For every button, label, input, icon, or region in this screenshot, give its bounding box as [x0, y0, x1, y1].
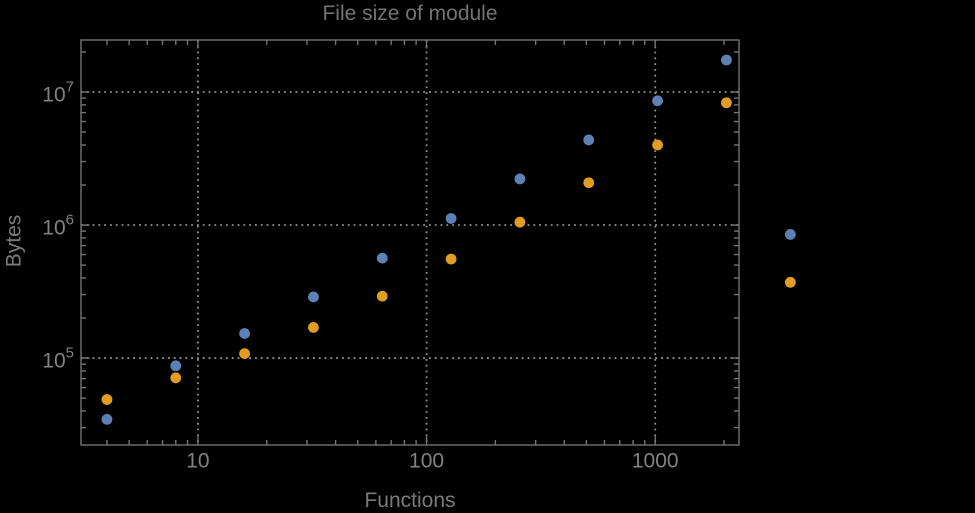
- blue-series-point: [239, 328, 251, 339]
- x-tick-label: 100: [409, 450, 444, 473]
- chart-title: File size of module: [322, 2, 498, 25]
- blue-series-point: [445, 213, 457, 224]
- plot-frame: [80, 39, 740, 446]
- blue-series-point: [101, 413, 113, 425]
- orange-series-point: [721, 97, 732, 109]
- orange-series-point: [170, 372, 182, 384]
- blue-series-point: [376, 252, 388, 264]
- orange-series-point: [445, 253, 457, 265]
- orange-series-point: [101, 394, 113, 405]
- blue-series-point: [721, 54, 732, 66]
- x-axis-label: Functions: [364, 489, 456, 512]
- orange-series-point: [514, 216, 526, 228]
- x-tick-label: 10: [186, 450, 209, 473]
- blue-series-point: [308, 291, 319, 303]
- orange-series-point: [784, 276, 796, 288]
- blue-series-point: [583, 134, 595, 146]
- orange-series-point: [583, 177, 595, 189]
- orange-series-point: [239, 348, 251, 360]
- blue-series-point: [652, 95, 663, 107]
- orange-series-point: [652, 139, 663, 151]
- blue-series-point: [514, 173, 526, 185]
- y-tick-label: 105: [42, 345, 74, 373]
- y-tick-label: 106: [42, 212, 74, 240]
- x-tick-label: 1000: [632, 450, 679, 473]
- blue-series-point: [170, 360, 182, 372]
- orange-series-point: [376, 290, 388, 302]
- blue-series-point: [784, 229, 796, 240]
- y-tick-label: 107: [42, 79, 74, 107]
- orange-series-point: [308, 321, 319, 333]
